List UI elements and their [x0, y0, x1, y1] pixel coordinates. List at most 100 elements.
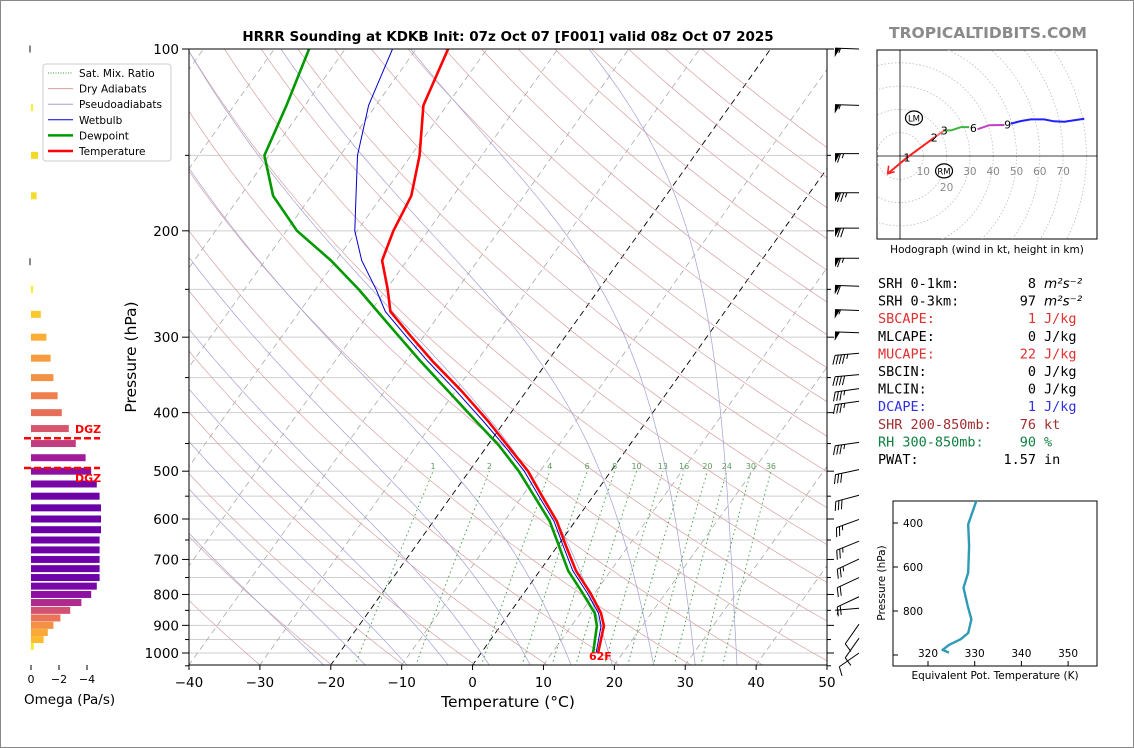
temperature-line — [380, 49, 606, 654]
hodograph-arrowhead-icon — [886, 165, 895, 175]
omega-bar — [31, 526, 101, 534]
stat-label: PWAT: — [878, 452, 919, 468]
dry-adiabat — [189, 170, 764, 665]
stat-unit: J/kg — [1044, 346, 1077, 362]
isotherm — [189, 49, 346, 269]
omega-bar — [31, 392, 58, 400]
dry-adiabat — [224, 49, 827, 583]
barb-shaft — [835, 494, 860, 502]
omega-bar — [31, 492, 100, 500]
wind-barb — [838, 652, 860, 677]
stat-label: MUCAPE: — [878, 346, 935, 362]
barb-full — [834, 501, 837, 511]
dry-adiabat — [481, 49, 827, 336]
legend-label: Sat. Mix. Ratio — [79, 68, 155, 80]
omega-bar — [29, 258, 31, 266]
omega-bar — [31, 440, 76, 448]
mixing-ratio-label: 1 — [431, 462, 436, 471]
isotherm — [189, 49, 559, 567]
legend-label: Pseudoadiabats — [79, 99, 162, 111]
mixing-ratio-line — [415, 471, 490, 665]
y-tick-label: 500 — [153, 464, 179, 480]
watermark-logo: TROPICALTIDBITS.COM — [889, 24, 1087, 42]
barb-full — [833, 404, 836, 415]
stat-unit: % — [1044, 434, 1052, 450]
barb-full — [837, 153, 841, 163]
dry-adiabat — [189, 290, 620, 665]
stat-label: SBCAPE: — [878, 311, 935, 327]
barb-full — [837, 228, 841, 238]
x-tick-label: 0 — [468, 675, 477, 691]
omega-axis-label: Omega (Pa/s) — [24, 692, 115, 708]
barb-half — [844, 192, 848, 198]
ring-label: 30 — [963, 166, 976, 178]
x-tick-label: −30 — [246, 675, 275, 691]
height-label: 3 — [941, 124, 948, 137]
theta-e-line — [941, 501, 978, 654]
ring-label: 40 — [987, 166, 1000, 178]
x-tick-label: −20 — [317, 675, 346, 691]
barb-full — [838, 376, 842, 386]
surface-temp-label: 62F — [589, 650, 612, 663]
ring-label: 70 — [1056, 166, 1069, 178]
barb-flag — [834, 309, 841, 319]
omega-bar — [31, 104, 33, 112]
barb-full — [836, 550, 838, 560]
highlighted-isotherm — [472, 167, 827, 665]
omega-bar — [31, 285, 33, 293]
legend-label: Temperature — [78, 146, 146, 158]
omega-bar — [31, 425, 69, 433]
wind-barb — [835, 607, 860, 615]
omega-bar — [31, 310, 41, 318]
barb-full — [839, 548, 841, 559]
barb-flag — [835, 192, 840, 202]
stat-unit: in — [1044, 452, 1060, 468]
dry-adiabat — [407, 49, 827, 403]
wind-barb — [836, 577, 860, 598]
height-label: 9 — [1004, 118, 1011, 131]
omega-bar — [31, 574, 100, 582]
y-tick-label: 700 — [153, 552, 179, 568]
legend: Sat. Mix. Ratio Dry Adiabats Pseudoadiabat… — [42, 63, 172, 162]
barb-full — [838, 666, 843, 677]
omega-tick-label: 0 — [28, 673, 35, 686]
barb-shaft — [844, 623, 860, 645]
barb-flag — [835, 258, 840, 268]
barb-shaft — [839, 652, 860, 668]
wind-barb — [833, 388, 860, 402]
dry-adiabat — [189, 473, 405, 665]
stat-unit: m²s⁻² — [1044, 276, 1083, 292]
omega-bar — [31, 454, 86, 462]
barb-half — [838, 104, 841, 110]
pseudoadiabat — [189, 388, 449, 665]
barb-half — [838, 48, 841, 53]
barb-shaft — [835, 400, 860, 406]
y-tick-label: 900 — [153, 618, 179, 634]
x-tick-label: 50 — [818, 675, 835, 691]
theta-e-x-tick-label: 320 — [918, 648, 938, 660]
barb-flag — [834, 285, 841, 295]
stat-unit: J/kg — [1044, 399, 1077, 415]
mixing-ratio-label: 6 — [585, 462, 590, 471]
x-tick-label: 40 — [748, 675, 765, 691]
y-tick-label: 1000 — [145, 646, 179, 662]
barb-full — [840, 228, 845, 238]
mixing-ratio-line — [575, 471, 637, 665]
barb-shaft — [837, 577, 860, 589]
mixing-ratio-line — [354, 471, 434, 665]
wind-barb — [835, 227, 859, 238]
barb-half — [846, 354, 849, 359]
barb-full — [833, 445, 836, 456]
wind-barb — [834, 104, 860, 114]
omega-bar — [31, 642, 34, 650]
barb-flag — [835, 153, 840, 163]
barb-full — [836, 391, 839, 401]
mixing-ratio-label: 30 — [746, 462, 756, 471]
x-tick-label: −40 — [175, 675, 204, 691]
mixing-ratio-line — [700, 471, 752, 665]
barb-shaft — [835, 607, 860, 611]
wind-barb — [836, 558, 860, 579]
omega-bar — [31, 467, 92, 475]
barb-full — [836, 569, 839, 579]
